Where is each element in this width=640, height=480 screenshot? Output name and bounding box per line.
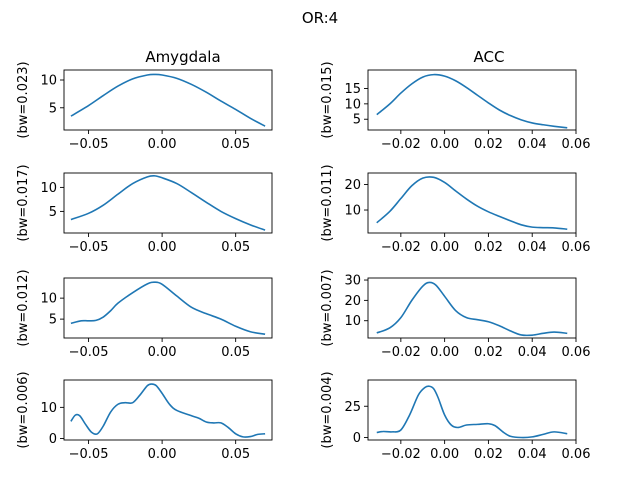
y-tick-label: 10 bbox=[344, 97, 361, 112]
x-tick-label: 0.06 bbox=[562, 137, 591, 152]
x-tick-label: 0.04 bbox=[518, 240, 547, 255]
density-curve bbox=[70, 383, 266, 438]
y-tick-label: 15 bbox=[344, 82, 361, 97]
x-tick-label: 0.00 bbox=[148, 447, 177, 462]
x-tick-label: 0.02 bbox=[474, 447, 503, 462]
subplot-2-1: −0.02 0.00 0.02 0.04 0.06 10 20 30 (bw=0.007) bbox=[320, 269, 590, 360]
x-tick-label: 0.05 bbox=[221, 240, 250, 255]
y-tick-label: 10 bbox=[40, 401, 57, 416]
x-tick-label: 0.00 bbox=[148, 345, 177, 360]
density-curve bbox=[70, 73, 266, 127]
axes-frame bbox=[63, 277, 273, 339]
axes-frame bbox=[63, 69, 273, 131]
density-curve bbox=[70, 174, 266, 231]
y-tick-label: 0 bbox=[49, 432, 57, 447]
x-tick-label: 0.05 bbox=[221, 137, 250, 152]
x-tick-label: −0.05 bbox=[69, 240, 109, 255]
y-axis-label: (bw=0.007) bbox=[320, 269, 335, 346]
y-axis-label: (bw=0.006) bbox=[16, 371, 31, 448]
subplot-3-1: −0.02 0.00 0.02 0.04 0.06 0 25 (bw=0.004) bbox=[320, 371, 590, 462]
x-tick-label: 0.06 bbox=[562, 240, 591, 255]
y-axis-label: (bw=0.015) bbox=[320, 61, 335, 138]
y-tick-label: 5 bbox=[353, 113, 361, 128]
x-tick-label: 0.00 bbox=[430, 447, 459, 462]
y-axis-label: (bw=0.004) bbox=[320, 371, 335, 448]
x-tick-label: −0.02 bbox=[381, 137, 421, 152]
subplot-3-0: −0.05 0.00 0.05 0 10 (bw=0.006) bbox=[16, 371, 273, 462]
subplot-2-0: −0.05 0.00 0.05 5 10 (bw=0.012) bbox=[16, 269, 273, 360]
subplot-1-0: −0.05 0.00 0.05 5 10 (bw=0.017) bbox=[16, 164, 273, 255]
axes-frame bbox=[63, 172, 273, 234]
density-curve bbox=[376, 176, 568, 230]
axes-frame bbox=[367, 172, 577, 234]
x-tick-label: 0.04 bbox=[518, 137, 547, 152]
figure-suptitle: OR:4 bbox=[302, 9, 338, 27]
x-tick-label: −0.05 bbox=[69, 137, 109, 152]
y-axis-label: (bw=0.017) bbox=[16, 164, 31, 241]
x-tick-label: 0.00 bbox=[430, 240, 459, 255]
x-tick-label: 0.06 bbox=[562, 345, 591, 360]
x-tick-label: 0.02 bbox=[474, 137, 503, 152]
axes-frame bbox=[63, 379, 273, 441]
subplot-1-1: −0.02 0.00 0.02 0.04 0.06 10 20 (bw=0.011) bbox=[320, 164, 590, 255]
y-tick-label: 10 bbox=[40, 181, 57, 196]
y-tick-label: 30 bbox=[344, 274, 361, 289]
y-tick-label: 5 bbox=[49, 313, 57, 328]
y-tick-label: 5 bbox=[49, 205, 57, 220]
density-curve bbox=[376, 385, 568, 439]
x-tick-label: 0.04 bbox=[518, 447, 547, 462]
column-title-amygdala: Amygdala bbox=[145, 48, 220, 66]
x-tick-label: −0.02 bbox=[381, 345, 421, 360]
x-tick-label: 0.06 bbox=[562, 447, 591, 462]
y-tick-label: 0 bbox=[353, 431, 361, 446]
x-tick-label: 0.00 bbox=[430, 137, 459, 152]
y-tick-label: 5 bbox=[49, 101, 57, 116]
x-tick-label: 0.00 bbox=[148, 137, 177, 152]
x-tick-label: −0.02 bbox=[381, 240, 421, 255]
y-tick-label: 20 bbox=[344, 294, 361, 309]
x-tick-label: −0.05 bbox=[69, 447, 109, 462]
x-tick-label: 0.05 bbox=[221, 447, 250, 462]
y-tick-label: 10 bbox=[344, 314, 361, 329]
x-tick-label: 0.04 bbox=[518, 345, 547, 360]
y-tick-label: 20 bbox=[344, 178, 361, 193]
density-curve bbox=[70, 281, 266, 336]
y-tick-label: 10 bbox=[344, 204, 361, 219]
column-title-acc: ACC bbox=[474, 48, 505, 66]
x-tick-label: −0.05 bbox=[69, 345, 109, 360]
axes-frame bbox=[367, 379, 577, 441]
axes-frame bbox=[367, 277, 577, 339]
y-axis-label: (bw=0.023) bbox=[16, 61, 31, 138]
y-tick-label: 10 bbox=[40, 74, 57, 89]
x-tick-label: 0.02 bbox=[474, 345, 503, 360]
y-axis-label: (bw=0.011) bbox=[320, 164, 335, 241]
x-tick-label: 0.02 bbox=[474, 240, 503, 255]
x-tick-label: 0.00 bbox=[430, 345, 459, 360]
subplot-0-0: −0.05 0.00 0.05 5 10 (bw=0.023) bbox=[16, 61, 273, 152]
axes-frame bbox=[367, 69, 577, 131]
x-tick-label: 0.00 bbox=[148, 240, 177, 255]
x-tick-label: −0.02 bbox=[381, 447, 421, 462]
density-curve bbox=[376, 73, 568, 129]
y-tick-label: 10 bbox=[40, 292, 57, 307]
density-curve bbox=[376, 281, 568, 337]
y-tick-label: 25 bbox=[344, 400, 361, 415]
y-axis-label: (bw=0.012) bbox=[16, 269, 31, 346]
x-tick-label: 0.05 bbox=[221, 345, 250, 360]
